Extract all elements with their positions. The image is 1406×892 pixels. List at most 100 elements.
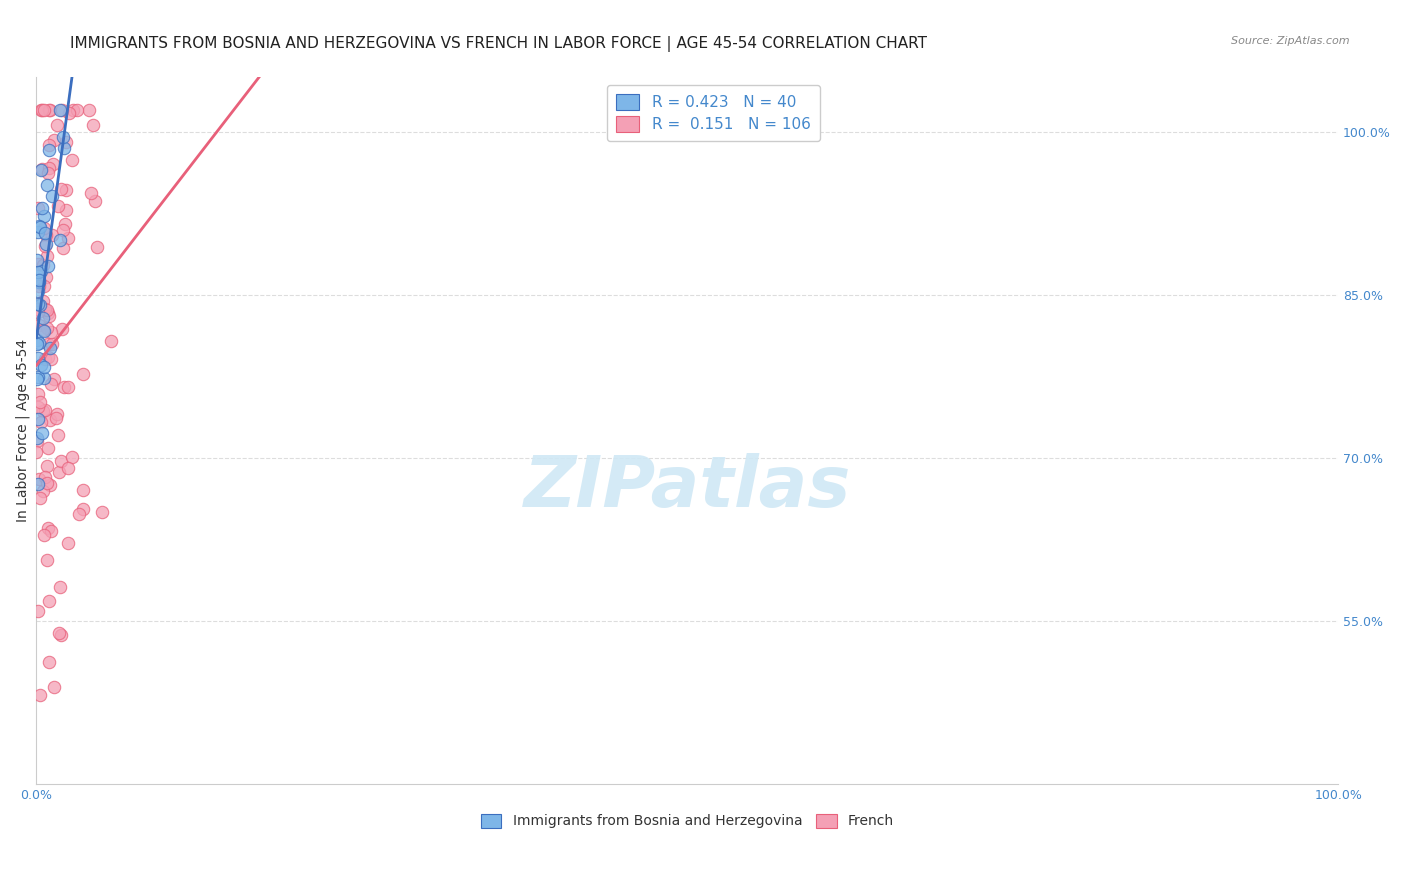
Point xyxy=(32,310,55,325)
Point xyxy=(39,341,62,355)
Point xyxy=(34,352,56,367)
Point xyxy=(60,153,83,168)
Point xyxy=(27,370,49,384)
Point xyxy=(35,178,58,193)
Point xyxy=(25,253,48,268)
Text: Source: ZipAtlas.com: Source: ZipAtlas.com xyxy=(1232,36,1350,45)
Point xyxy=(30,162,52,177)
Point xyxy=(77,103,100,117)
Point xyxy=(49,182,72,196)
Point xyxy=(38,137,60,152)
Point xyxy=(90,504,112,518)
Point xyxy=(31,103,53,117)
Point xyxy=(52,380,75,394)
Point xyxy=(62,450,84,465)
Point xyxy=(28,471,51,485)
Point xyxy=(72,502,94,516)
Point xyxy=(48,103,70,117)
Point xyxy=(27,387,49,401)
Point xyxy=(25,431,48,445)
Point xyxy=(27,297,49,311)
Point xyxy=(37,475,59,490)
Point xyxy=(49,233,72,247)
Point xyxy=(39,377,62,392)
Point xyxy=(100,334,122,348)
Point xyxy=(34,227,56,242)
Point xyxy=(72,367,94,381)
Point xyxy=(37,350,59,364)
Point xyxy=(37,459,59,474)
Point xyxy=(48,580,70,594)
Point xyxy=(37,441,59,455)
Point xyxy=(80,186,103,201)
Point xyxy=(30,415,52,429)
Point xyxy=(27,225,49,239)
Point xyxy=(56,380,79,394)
Point xyxy=(28,394,51,409)
Point xyxy=(27,202,49,216)
Point xyxy=(46,407,69,421)
Point xyxy=(84,194,107,208)
Point xyxy=(41,337,63,351)
Point xyxy=(82,118,104,132)
Point xyxy=(48,199,70,213)
Point xyxy=(41,227,63,242)
Point xyxy=(39,412,62,426)
Legend: Immigrants from Bosnia and Herzegovina, French: Immigrants from Bosnia and Herzegovina, … xyxy=(475,808,900,834)
Point xyxy=(38,593,60,607)
Point xyxy=(25,301,48,316)
Point xyxy=(55,135,77,149)
Point xyxy=(34,226,56,240)
Point xyxy=(39,351,62,366)
Text: IMMIGRANTS FROM BOSNIA AND HERZEGOVINA VS FRENCH IN LABOR FORCE | AGE 45-54 CORR: IMMIGRANTS FROM BOSNIA AND HERZEGOVINA V… xyxy=(70,36,928,52)
Point xyxy=(49,454,72,468)
Point xyxy=(56,461,79,475)
Point xyxy=(39,325,62,339)
Point xyxy=(52,141,75,155)
Point xyxy=(25,445,48,459)
Point xyxy=(38,143,60,157)
Point xyxy=(34,238,56,252)
Point xyxy=(37,166,59,180)
Point xyxy=(35,552,58,566)
Point xyxy=(67,507,90,521)
Point xyxy=(27,284,49,298)
Point xyxy=(42,156,65,170)
Point xyxy=(32,278,55,293)
Point xyxy=(31,294,53,309)
Point xyxy=(55,202,77,217)
Point xyxy=(32,259,55,273)
Point xyxy=(35,320,58,334)
Point xyxy=(38,161,60,176)
Point xyxy=(72,483,94,497)
Point xyxy=(52,223,75,237)
Point xyxy=(28,318,51,333)
Point xyxy=(32,324,55,338)
Point xyxy=(39,524,62,538)
Text: ZIPatlas: ZIPatlas xyxy=(523,453,851,522)
Point xyxy=(28,335,51,350)
Point xyxy=(62,103,84,117)
Point xyxy=(38,309,60,323)
Point xyxy=(42,133,65,147)
Point xyxy=(37,249,59,263)
Point xyxy=(28,219,51,233)
Point xyxy=(32,483,55,498)
Point xyxy=(55,183,77,197)
Point xyxy=(35,237,58,252)
Point xyxy=(38,103,60,117)
Point xyxy=(48,465,70,479)
Point xyxy=(32,360,55,375)
Point xyxy=(25,372,48,386)
Point xyxy=(37,336,59,351)
Point xyxy=(30,688,52,702)
Point xyxy=(27,476,49,491)
Point xyxy=(27,412,49,426)
Point xyxy=(32,220,55,235)
Point xyxy=(32,209,55,223)
Point xyxy=(30,264,52,278)
Point xyxy=(31,403,53,417)
Point xyxy=(37,259,59,273)
Point xyxy=(32,528,55,542)
Point xyxy=(25,434,48,449)
